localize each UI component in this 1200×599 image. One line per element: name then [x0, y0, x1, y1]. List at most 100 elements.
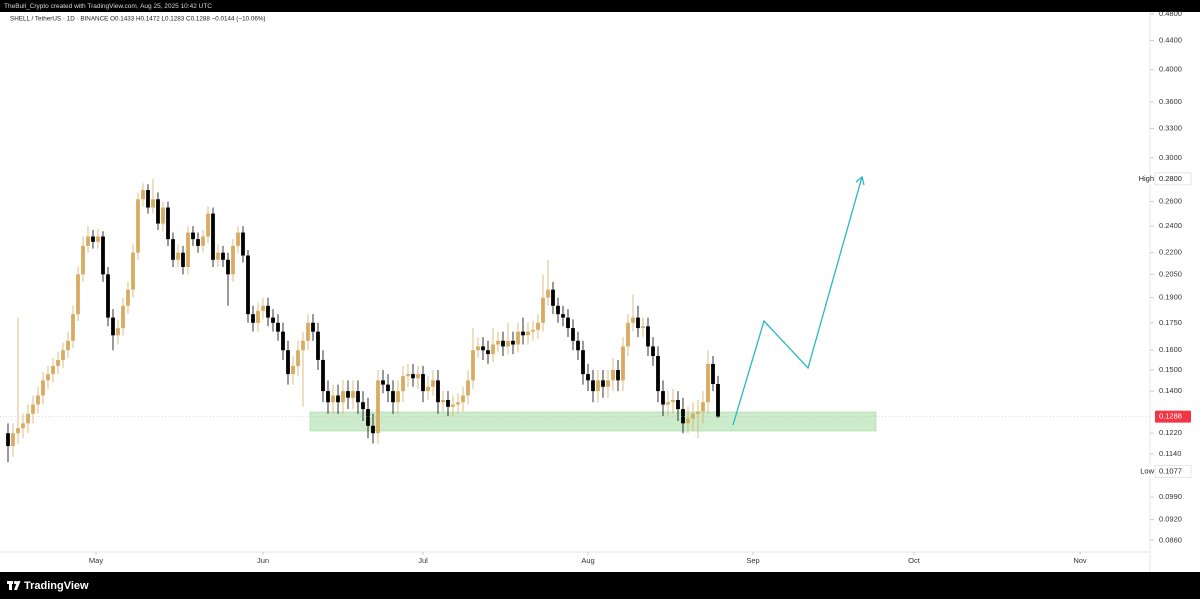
brand-logo: [7, 580, 21, 590]
candle-body: [281, 331, 285, 351]
candle-body: [501, 340, 505, 347]
y-tick-label: 0.3600: [1159, 97, 1182, 106]
candle-body: [511, 340, 515, 345]
candle-body: [261, 305, 265, 311]
candle-body: [486, 350, 490, 355]
candle-body: [621, 346, 625, 381]
candle-body: [651, 346, 655, 357]
candle-body: [136, 199, 140, 253]
candle-body: [226, 259, 230, 275]
candle-body: [21, 423, 25, 429]
candle-body: [391, 391, 395, 403]
candle-body: [36, 395, 40, 405]
x-tick-label: Nov: [1073, 556, 1087, 565]
candle-body: [301, 340, 305, 351]
candle-body: [96, 236, 100, 242]
candle-body: [711, 363, 715, 384]
price-label-name: Low: [1140, 466, 1154, 475]
candle-body: [536, 322, 540, 330]
candle-body: [456, 402, 460, 405]
x-tick-label: Oct: [908, 556, 921, 565]
candle-body: [151, 199, 155, 208]
price-label-name: High: [1139, 174, 1154, 183]
candle-body: [476, 346, 480, 351]
candle-body: [661, 391, 665, 405]
candle-body: [216, 252, 220, 260]
candle-body: [426, 386, 430, 392]
top-bar: [0, 0, 1200, 12]
candle-body: [321, 359, 325, 392]
candle-body: [601, 380, 605, 387]
price-label-box: [1154, 465, 1192, 478]
candle-body: [681, 409, 685, 424]
candle-body: [546, 289, 550, 298]
candle-body: [396, 391, 400, 403]
candle-body: [421, 374, 425, 392]
candle-body: [81, 245, 85, 275]
candle-body: [506, 340, 510, 347]
x-tick-label: May: [89, 556, 103, 565]
y-tick-label: 0.3000: [1159, 153, 1182, 162]
candle-body: [126, 289, 130, 306]
candle-body: [276, 322, 280, 332]
candle-body: [646, 326, 650, 347]
candle-body: [571, 328, 575, 341]
price-label-name-box: [1136, 465, 1154, 478]
candle-body: [436, 380, 440, 403]
candle-body: [631, 317, 635, 323]
candle-body: [16, 428, 20, 434]
candle-body: [696, 411, 700, 414]
candle-body: [286, 350, 290, 375]
candle-body: [146, 190, 150, 208]
candle-body: [326, 391, 330, 403]
candle-body: [666, 402, 670, 405]
candle-body: [306, 322, 310, 341]
candle-body: [551, 289, 555, 306]
candle-body: [191, 232, 195, 240]
y-tick-label: 0.4400: [1159, 36, 1182, 45]
candle-body: [686, 418, 690, 424]
candle-body: [366, 409, 370, 426]
x-tick-label: Jul: [418, 556, 428, 565]
candle-body: [176, 252, 180, 260]
candle-body: [361, 402, 365, 410]
candle-body: [541, 297, 545, 323]
y-tick-label: 0.4000: [1159, 65, 1182, 74]
candle-body: [411, 374, 415, 379]
candle-body: [466, 380, 470, 396]
candle-body: [416, 374, 420, 379]
candle-body: [251, 314, 255, 323]
candle-body: [446, 399, 450, 407]
y-tick-label: 0.2200: [1159, 248, 1182, 257]
candle-body: [91, 236, 95, 242]
y-tick-label: 0.1400: [1159, 386, 1182, 395]
candle-body: [586, 374, 590, 381]
candle-body: [331, 395, 335, 403]
price-label-box: [1155, 410, 1191, 423]
candle-body: [116, 328, 120, 336]
candle-body: [236, 232, 240, 246]
candle-body: [271, 317, 275, 323]
candle-body: [346, 391, 350, 398]
candle-body: [596, 380, 600, 392]
candle-body: [76, 274, 80, 315]
candle-body: [106, 274, 110, 318]
candle-body: [626, 322, 630, 347]
candle-body: [556, 305, 560, 315]
candle-body: [616, 369, 620, 381]
candle-body: [496, 340, 500, 345]
candle-body: [221, 252, 225, 260]
candle-body: [241, 232, 245, 256]
projection-path: [732, 176, 863, 426]
candle-body: [406, 374, 410, 377]
candle-body: [641, 326, 645, 329]
candle-body: [296, 350, 300, 366]
candle-body: [461, 395, 465, 403]
candle-body: [41, 380, 45, 396]
candle-body: [71, 314, 75, 341]
candle-body: [381, 380, 385, 385]
candle-body: [211, 213, 215, 260]
candle-body: [386, 384, 390, 392]
y-tick-label: 0.1900: [1159, 293, 1182, 302]
